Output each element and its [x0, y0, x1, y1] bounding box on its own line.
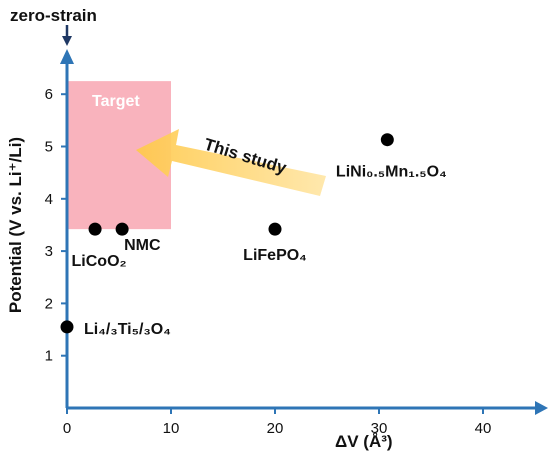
point-label: Li₄/₃Ti₅/₃O₄ [84, 321, 171, 338]
target-label: Target [92, 93, 140, 110]
x-tick-label: 0 [63, 420, 71, 437]
point-label: NMC [124, 237, 161, 254]
axes [60, 25, 548, 415]
x-axis-title: ΔV (Å³) [335, 432, 393, 451]
y-tick-label: 1 [45, 348, 53, 365]
tick-labels: 0 10 20 30 40 1 2 3 4 5 6 [45, 86, 492, 437]
y-tick-label: 3 [45, 243, 53, 260]
y-tick-label: 5 [45, 139, 53, 156]
point-label: LiFePO₄ [243, 247, 307, 264]
this-study-arrow-layer [136, 129, 326, 196]
zero-strain-arrowhead [62, 36, 72, 46]
point-label: LiNi₀.₅Mn₁.₅O₄ [336, 164, 447, 181]
y-axis-title: Potential (V vs. Li⁺/Li) [6, 137, 25, 313]
y-tick-label: 6 [45, 86, 53, 103]
zero-strain-label: zero-strain [10, 6, 97, 25]
x-axis-arrowhead [535, 401, 548, 415]
data-point [268, 222, 282, 236]
data-point [60, 320, 74, 334]
point-label: LiCoO₂ [72, 253, 127, 270]
y-tick-label: 4 [45, 191, 53, 208]
x-tick-label: 20 [267, 420, 284, 437]
x-tick-label: 10 [163, 420, 180, 437]
x-tick-label: 40 [475, 420, 492, 437]
data-point [115, 222, 129, 236]
x-tick-label: 30 [371, 420, 388, 437]
y-tick-label: 2 [45, 295, 53, 312]
data-point [88, 222, 102, 236]
data-points [60, 133, 394, 334]
data-point [380, 133, 394, 147]
this-study-arrow [136, 129, 326, 196]
y-axis-arrowhead [60, 49, 74, 64]
